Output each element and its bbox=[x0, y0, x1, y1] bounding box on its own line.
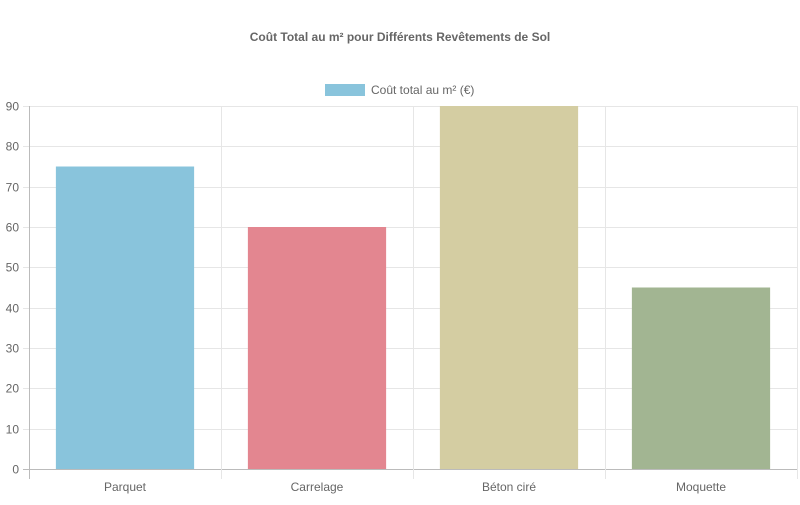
x-axis: Parquet Carrelage Béton ciré Moquette bbox=[104, 480, 726, 494]
bar[interactable] bbox=[439, 106, 579, 469]
y-tick-label: 70 bbox=[6, 181, 20, 195]
bar[interactable] bbox=[247, 227, 387, 469]
y-tick-label: 40 bbox=[6, 302, 20, 316]
legend-label: Coût total au m² (€) bbox=[371, 83, 474, 97]
x-tick-label: Moquette bbox=[676, 480, 726, 494]
x-tick-label: Carrelage bbox=[291, 480, 344, 494]
y-tick-label: 60 bbox=[6, 221, 20, 235]
y-tick-label: 90 bbox=[6, 100, 20, 114]
legend-swatch bbox=[325, 84, 365, 96]
x-tick-label: Béton ciré bbox=[482, 480, 536, 494]
x-tick-label: Parquet bbox=[104, 480, 147, 494]
y-tick-label: 30 bbox=[6, 342, 20, 356]
y-axis: 0 10 20 30 40 50 60 70 80 90 bbox=[6, 100, 20, 477]
y-tick-label: 50 bbox=[6, 261, 20, 275]
y-tick-label: 20 bbox=[6, 382, 20, 396]
y-tick-label: 80 bbox=[6, 140, 20, 154]
y-tick-label: 0 bbox=[12, 463, 19, 477]
bars bbox=[55, 106, 771, 470]
chart-title: Coût Total au m² pour Différents Revêtem… bbox=[250, 30, 550, 44]
y-tick-label: 10 bbox=[6, 423, 20, 437]
legend[interactable]: Coût total au m² (€) bbox=[325, 83, 474, 97]
bar[interactable] bbox=[631, 287, 771, 470]
bar[interactable] bbox=[55, 166, 195, 470]
